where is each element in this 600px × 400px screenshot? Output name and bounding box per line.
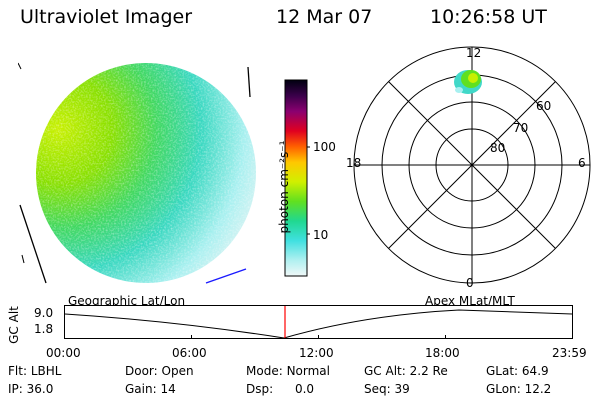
status-flt-label: Flt:: [8, 364, 27, 378]
status-glon: GLon: 12.2: [486, 382, 551, 396]
image-time: 10:26:58 UT: [430, 6, 547, 28]
polar-mlt-plot: [353, 46, 591, 284]
x-tick-2359: 23:59: [552, 346, 587, 360]
status-glat-label: GLat:: [486, 364, 519, 378]
colorbar-tick-10: 10: [313, 228, 329, 242]
status-gc-alt-label: GC Alt:: [364, 364, 406, 378]
mlt-label-6: 6: [578, 156, 586, 170]
status-glat-value: 64.9: [521, 364, 549, 378]
status-flt: Flt: LBHL: [8, 364, 61, 378]
x-tick-0600: 06:00: [172, 346, 207, 360]
status-glon-label: GLon:: [486, 382, 521, 396]
intensity-colorbar: [284, 79, 310, 277]
status-dsp-value: 0.0: [294, 382, 315, 396]
status-door-label: Door:: [125, 364, 158, 378]
status-gc-alt: GC Alt: 2.2 Re: [364, 364, 448, 378]
lat-label-80: 80: [490, 141, 506, 155]
status-seq-label: Seq:: [364, 382, 391, 396]
status-glat: GLat: 64.9: [486, 364, 549, 378]
lat-label-60: 60: [536, 99, 552, 113]
timeline-y-tick-high: 9.0: [34, 306, 54, 320]
mlt-label-0: 0: [466, 276, 474, 290]
timeline-y-tick-low: 1.8: [34, 322, 54, 336]
status-ip-label: IP:: [8, 382, 23, 396]
timeline-right-title: Apex MLat/MLT: [425, 294, 515, 308]
lat-label-70: 70: [513, 121, 529, 135]
image-date: 12 Mar 07: [276, 6, 373, 28]
mlt-label-12: 12: [466, 46, 482, 60]
altitude-timeline: [64, 305, 573, 339]
x-tick-1800: 18:00: [425, 346, 460, 360]
status-gc-alt-value: 2.2 Re: [409, 364, 448, 378]
instrument-title: Ultraviolet Imager: [20, 6, 193, 28]
colorbar-unit-label: photon cm⁻²s⁻¹: [277, 140, 291, 234]
earth-disk-image: [18, 62, 256, 284]
timeline-left-title: Geographic Lat/Lon: [68, 294, 186, 308]
status-seq-value: 39: [394, 382, 410, 396]
status-mode-value: Normal: [286, 364, 330, 378]
status-dsp: Dsp: 0.0: [246, 382, 314, 396]
status-gain-value: 14: [160, 382, 176, 396]
status-gain-label: Gain:: [125, 382, 157, 396]
auroral-spot: [454, 70, 482, 94]
status-door: Door: Open: [125, 364, 194, 378]
colorbar-tick-100: 100: [313, 140, 336, 154]
status-ip: IP: 36.0: [8, 382, 53, 396]
status-mode: Mode: Normal: [246, 364, 330, 378]
status-seq: Seq: 39: [364, 382, 410, 396]
x-tick-1200: 12:00: [299, 346, 334, 360]
status-dsp-label: Dsp:: [246, 382, 274, 396]
status-glon-value: 12.2: [524, 382, 552, 396]
timeline-y-label: GC Alt: [7, 306, 21, 344]
status-flt-value: LBHL: [30, 364, 62, 378]
status-gain: Gain: 14: [125, 382, 176, 396]
status-door-value: Open: [161, 364, 194, 378]
status-ip-value: 36.0: [26, 382, 54, 396]
status-mode-label: Mode:: [246, 364, 283, 378]
mlt-label-18: 18: [346, 156, 362, 170]
x-tick-0000: 00:00: [46, 346, 81, 360]
